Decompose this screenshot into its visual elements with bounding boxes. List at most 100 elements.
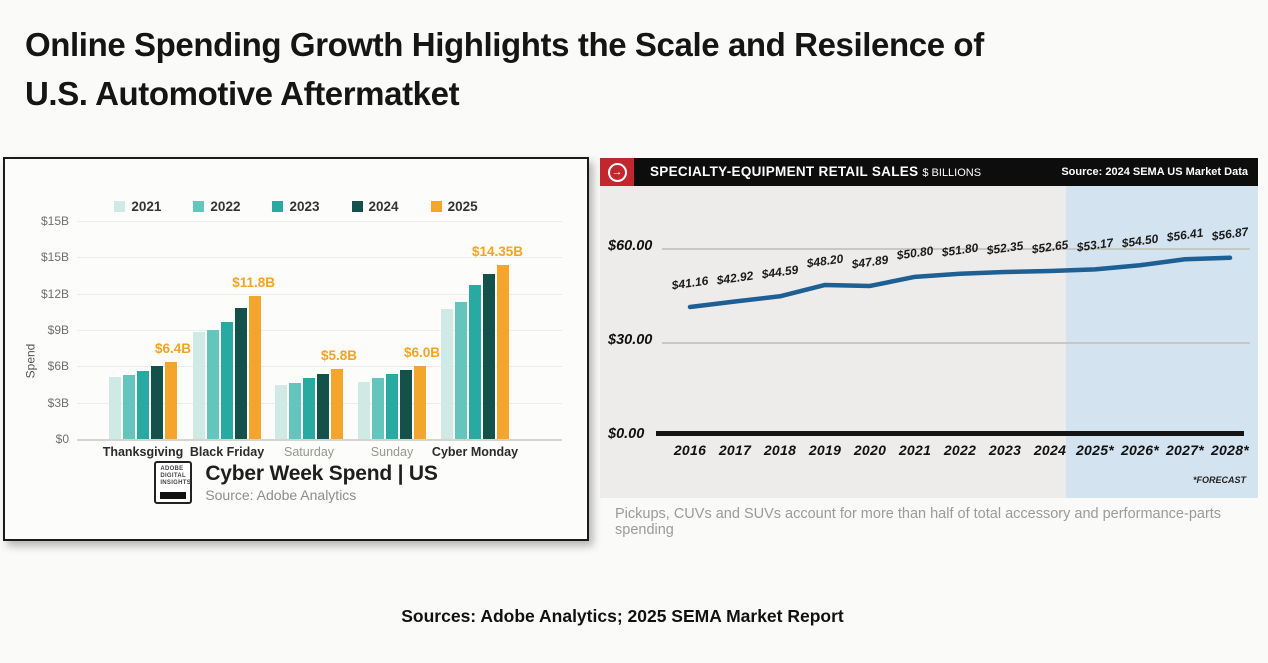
line-chart-x-tick-label: 2022 xyxy=(943,442,977,458)
bar-2024 xyxy=(483,274,495,439)
bar-2023 xyxy=(137,371,149,439)
bar-gridline xyxy=(77,257,562,259)
bar-group: $11.8B xyxy=(193,221,275,439)
bar-gridline xyxy=(77,439,562,441)
page-title-line2: U.S. Automotive Aftermatket xyxy=(25,75,460,112)
bar-2023 xyxy=(303,378,315,439)
bar-y-tick-label: $3B xyxy=(47,395,69,410)
bar-y-tick-label: $12B xyxy=(40,286,69,301)
bar-value-label: $11.8B xyxy=(232,275,275,291)
line-chart-source: Source: 2024 SEMA US Market Data xyxy=(1061,166,1248,178)
line-chart-units: $ BILLIONS xyxy=(922,167,982,179)
line-chart-y-tick-label: $60.00 xyxy=(608,238,653,254)
adobe-logo-text-line: DIGITAL xyxy=(160,473,186,479)
bar-2021 xyxy=(193,332,205,439)
legend-label: 2022 xyxy=(210,199,241,214)
bar-value-label: $5.8B xyxy=(320,347,357,363)
line-chart-gridline xyxy=(662,342,1250,344)
bar-2022 xyxy=(289,383,301,439)
page-title: Online Spending Growth Highlights the Sc… xyxy=(25,20,984,118)
line-chart-x-tick-label: 2021 xyxy=(898,442,932,458)
sema-arrow-icon: → xyxy=(600,158,634,186)
bar-2022 xyxy=(372,378,384,439)
legend-swatch xyxy=(430,201,442,212)
bar-y-tick-label: $9B xyxy=(47,323,69,337)
cyber-week-chart-panel: 2021 2022 2023 2024 2025 Spend $15B $15B $12B $… xyxy=(3,157,589,541)
bar-category-label: Thanksgiving xyxy=(102,445,184,459)
bar-chart-source: Source: Adobe Analytics xyxy=(205,487,357,503)
legend-swatch xyxy=(193,201,205,212)
legend-item-2024: 2024 xyxy=(351,199,399,214)
bar-category-label: Saturday xyxy=(283,445,335,459)
line-chart-x-tick-label: 2026* xyxy=(1120,442,1160,458)
bar-2024 xyxy=(317,373,329,439)
bar-chart-legend: 2021 2022 2023 2024 2025 xyxy=(5,199,587,214)
line-chart-x-tick-label: 2023 xyxy=(988,442,1022,458)
line-chart-x-tick-label: 2028* xyxy=(1210,442,1250,458)
bar-group: $6.0B xyxy=(358,221,440,439)
bar-2022 xyxy=(123,374,135,439)
bar-2024 xyxy=(151,366,163,439)
bar-2025 xyxy=(414,366,426,439)
bar-2022 xyxy=(207,330,219,439)
bar-2023 xyxy=(469,285,481,439)
line-chart-x-axis xyxy=(656,431,1244,436)
line-chart-y-tick-label: $30.00 xyxy=(608,332,653,348)
bar-chart-plot: $15B $15B $12B $9B $6B $3B $0 $6.4B Thanksgiving… xyxy=(5,214,587,459)
bar-2022 xyxy=(455,302,467,439)
bar-y-tick-label: $15B xyxy=(40,250,69,265)
legend-item-2021: 2021 xyxy=(114,199,161,214)
bar-group: $6.4B xyxy=(109,221,191,439)
bar-y-tick-label: $0 xyxy=(55,432,69,446)
sema-chart-header: → SPECIALTY-EQUIPMENT RETAIL SALES $ BILL… xyxy=(600,158,1258,186)
line-chart-x-tick-label: 2025* xyxy=(1075,442,1115,458)
bar-2021 xyxy=(275,384,287,439)
bar-2021 xyxy=(109,377,121,439)
bar-2023 xyxy=(386,373,398,439)
bar-value-label: $6.0B xyxy=(403,345,440,361)
bar-gridline xyxy=(77,366,562,368)
bar-2024 xyxy=(235,308,247,439)
legend-item-2025: 2025 xyxy=(430,199,478,214)
legend-label: 2025 xyxy=(447,199,478,214)
bar-category-label: Sunday xyxy=(370,445,414,459)
line-chart-x-tick-label: 2017 xyxy=(718,442,752,458)
bar-group: $5.8B xyxy=(275,221,357,439)
bar-2021 xyxy=(441,309,453,439)
sema-chart-caption: Pickups, CUVs and SUVs account for more … xyxy=(615,506,1222,538)
bar-2023 xyxy=(221,321,233,439)
bar-y-tick-label: $6B xyxy=(47,359,69,374)
line-chart-gridline xyxy=(662,248,1250,250)
page-title-line1: Online Spending Growth Highlights the Sc… xyxy=(25,26,984,63)
line-chart-plot: *FORECAST $60.00 $30.00 $0.00 2016 2017 2018 2… xyxy=(600,186,1258,498)
line-chart-x-tick-label: 2024 xyxy=(1033,442,1067,458)
adobe-digital-insights-logo-icon: ADOBE DIGITAL INSIGHTS xyxy=(154,461,193,504)
legend-label: 2024 xyxy=(368,199,399,214)
bar-gridline xyxy=(77,330,562,331)
bar-chart-title-block: Cyber Week Spend | US Source: Adobe Anal… xyxy=(205,462,438,503)
bar-gridline xyxy=(77,293,562,295)
legend-swatch xyxy=(272,201,284,212)
line-chart-title: SPECIALTY-EQUIPMENT RETAIL SALES xyxy=(650,164,919,179)
adobe-logo-text-line: ADOBE xyxy=(160,466,184,472)
bar-value-label: $14.35B xyxy=(471,244,523,260)
line-chart-title-block: SPECIALTY-EQUIPMENT RETAIL SALES $ BILLIO… xyxy=(650,163,981,181)
bar-y-tick-label: $15B xyxy=(40,214,69,228)
sema-chart-panel: → SPECIALTY-EQUIPMENT RETAIL SALES $ BILL… xyxy=(600,158,1258,498)
arrow-right-icon: → xyxy=(607,162,627,182)
legend-swatch xyxy=(114,201,126,212)
bar-2025 xyxy=(165,361,177,439)
legend-label: 2023 xyxy=(289,199,320,214)
bar-category-label: Cyber Monday xyxy=(431,445,519,459)
bar-category-label: Black Friday xyxy=(189,445,265,459)
adobe-logo-text-line: INSIGHTS xyxy=(160,480,192,486)
legend-item-2023: 2023 xyxy=(272,199,320,214)
line-chart-y-tick-label: $0.00 xyxy=(608,426,645,442)
bar-value-label: $6.4B xyxy=(154,340,191,356)
line-chart-x-tick-label: 2016 xyxy=(673,442,707,458)
bar-2025 xyxy=(249,296,261,439)
retail-sales-line xyxy=(687,255,1233,310)
legend-item-2022: 2022 xyxy=(193,199,240,214)
sources-footer: Sources: Adobe Analytics; 2025 SEMA Mark… xyxy=(401,606,844,626)
